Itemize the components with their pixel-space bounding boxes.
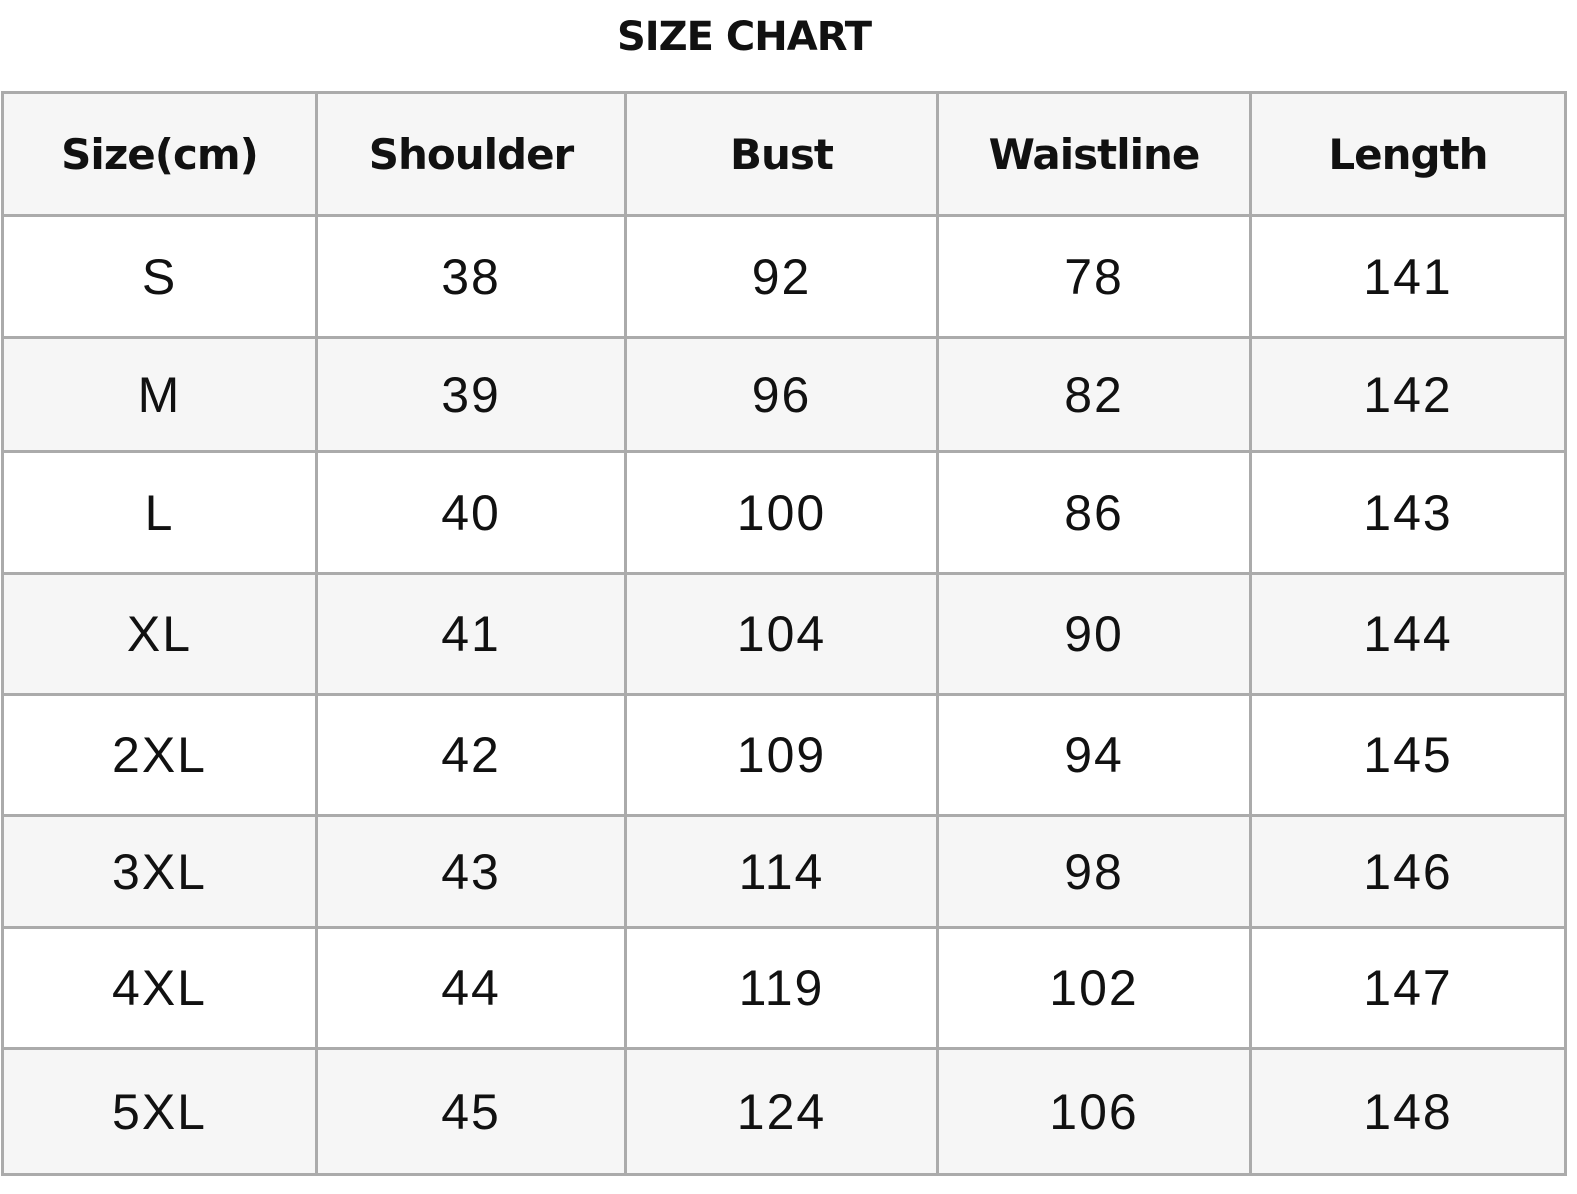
size-cell: 4XL bbox=[1, 926, 318, 1050]
measurement-cell: 78 bbox=[936, 214, 1252, 339]
measurement-cell: 98 bbox=[936, 814, 1252, 929]
table-row: 4XL 44 119 102 147 bbox=[1, 926, 1567, 1050]
table-row: 5XL 45 124 106 148 bbox=[1, 1047, 1567, 1176]
table-row: 3XL 43 114 98 146 bbox=[1, 814, 1567, 929]
measurement-cell: 148 bbox=[1249, 1047, 1567, 1176]
size-cell: XL bbox=[1, 572, 318, 696]
measurement-cell: 41 bbox=[315, 572, 627, 696]
size-cell: S bbox=[1, 214, 318, 339]
size-cell: L bbox=[1, 450, 318, 575]
table-row: L 40 100 86 143 bbox=[1, 450, 1567, 575]
measurement-cell: 42 bbox=[315, 693, 627, 817]
column-header: Size(cm) bbox=[1, 91, 318, 217]
measurement-cell: 102 bbox=[936, 926, 1252, 1050]
measurement-cell: 39 bbox=[315, 336, 627, 453]
measurement-cell: 94 bbox=[936, 693, 1252, 817]
table-row: XL 41 104 90 144 bbox=[1, 572, 1567, 696]
measurement-cell: 106 bbox=[936, 1047, 1252, 1176]
measurement-cell: 144 bbox=[1249, 572, 1567, 696]
column-header: Shoulder bbox=[315, 91, 627, 217]
size-cell: M bbox=[1, 336, 318, 453]
measurement-cell: 96 bbox=[624, 336, 939, 453]
measurement-cell: 145 bbox=[1249, 693, 1567, 817]
table-row: S 38 92 78 141 bbox=[1, 214, 1567, 339]
measurement-cell: 119 bbox=[624, 926, 939, 1050]
measurement-cell: 45 bbox=[315, 1047, 627, 1176]
measurement-cell: 143 bbox=[1249, 450, 1567, 575]
size-cell: 2XL bbox=[1, 693, 318, 817]
measurement-cell: 44 bbox=[315, 926, 627, 1050]
measurement-cell: 86 bbox=[936, 450, 1252, 575]
measurement-cell: 92 bbox=[624, 214, 939, 339]
column-header: Bust bbox=[624, 91, 939, 217]
measurement-cell: 100 bbox=[624, 450, 939, 575]
header-row: Size(cm) Shoulder Bust Waistline Length bbox=[1, 91, 1567, 217]
measurement-cell: 146 bbox=[1249, 814, 1567, 929]
measurement-cell: 104 bbox=[624, 572, 939, 696]
table-row: 2XL 42 109 94 145 bbox=[1, 693, 1567, 817]
measurement-cell: 82 bbox=[936, 336, 1252, 453]
column-header: Length bbox=[1249, 91, 1567, 217]
measurement-cell: 109 bbox=[624, 693, 939, 817]
table-row: M 39 96 82 142 bbox=[1, 336, 1567, 453]
measurement-cell: 124 bbox=[624, 1047, 939, 1176]
measurement-cell: 40 bbox=[315, 450, 627, 575]
measurement-cell: 38 bbox=[315, 214, 627, 339]
size-chart-table: Size(cm) Shoulder Bust Waistline Length S 38 9… bbox=[1, 91, 1567, 1176]
measurement-cell: 43 bbox=[315, 814, 627, 929]
size-cell: 3XL bbox=[1, 814, 318, 929]
measurement-cell: 142 bbox=[1249, 336, 1567, 453]
measurement-cell: 141 bbox=[1249, 214, 1567, 339]
measurement-cell: 147 bbox=[1249, 926, 1567, 1050]
column-header: Waistline bbox=[936, 91, 1252, 217]
page-title: SIZE CHART bbox=[616, 14, 872, 60]
measurement-cell: 90 bbox=[936, 572, 1252, 696]
measurement-cell: 114 bbox=[624, 814, 939, 929]
size-cell: 5XL bbox=[1, 1047, 318, 1176]
